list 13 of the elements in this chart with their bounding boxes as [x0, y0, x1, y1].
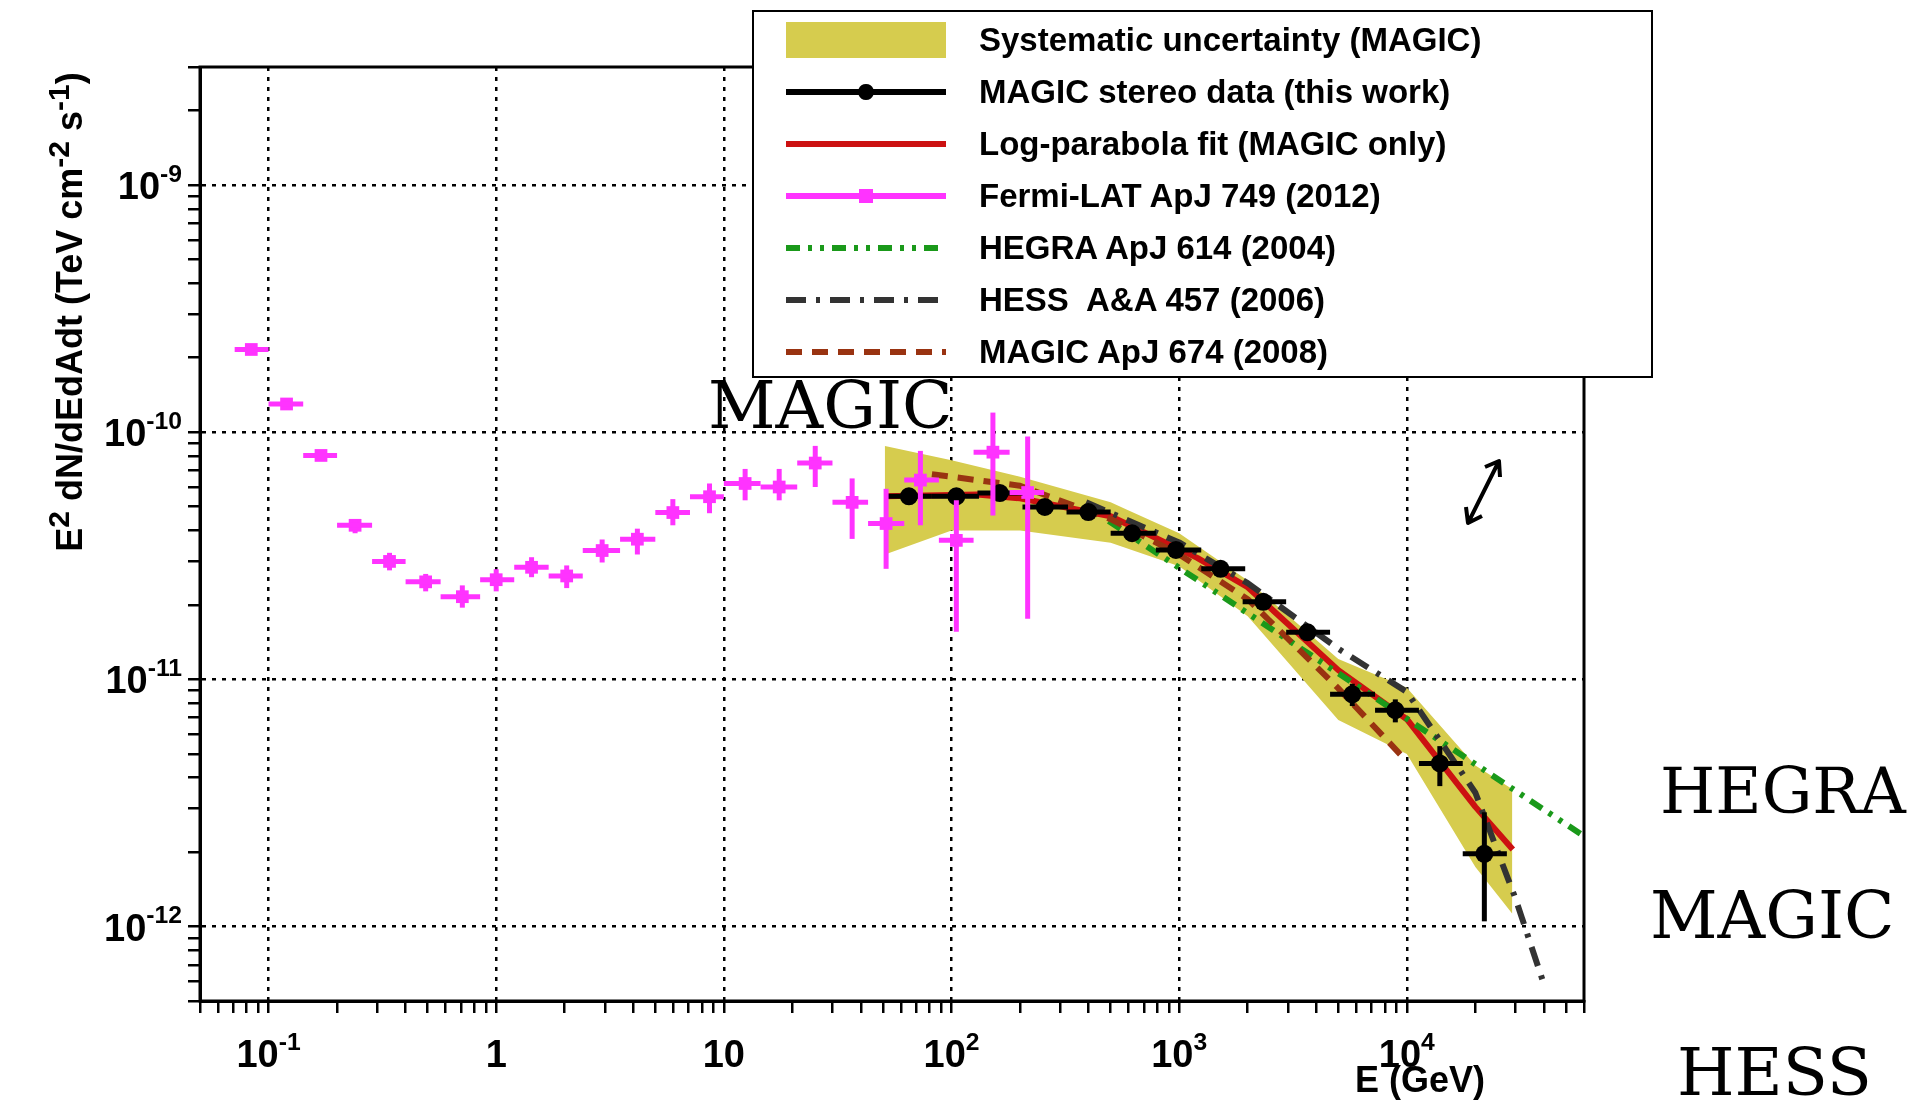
legend-label: MAGIC ApJ 674 (2008): [979, 333, 1329, 371]
text: MAGIC: [1650, 877, 1895, 954]
text: HESS: [1677, 1034, 1873, 1100]
legend-label: HEGRA ApJ 614 (2004): [979, 229, 1337, 267]
legend-label: MAGIC stereo data (this work): [979, 73, 1451, 111]
annotation: MAGIC: [708, 367, 953, 444]
legend-label: Fermi-LAT ApJ 749 (2012): [979, 177, 1381, 215]
x-tick-label: 10: [702, 1033, 746, 1075]
x-tick-label: 1: [485, 1033, 507, 1075]
text: HEGRA: [1660, 754, 1908, 828]
legend-label: Log-parabola fit (MAGIC only): [979, 125, 1447, 163]
legend-label: Systematic uncertainty (MAGIC): [979, 21, 1482, 59]
legend-label: HESS A&A 457 (2006): [979, 281, 1326, 319]
